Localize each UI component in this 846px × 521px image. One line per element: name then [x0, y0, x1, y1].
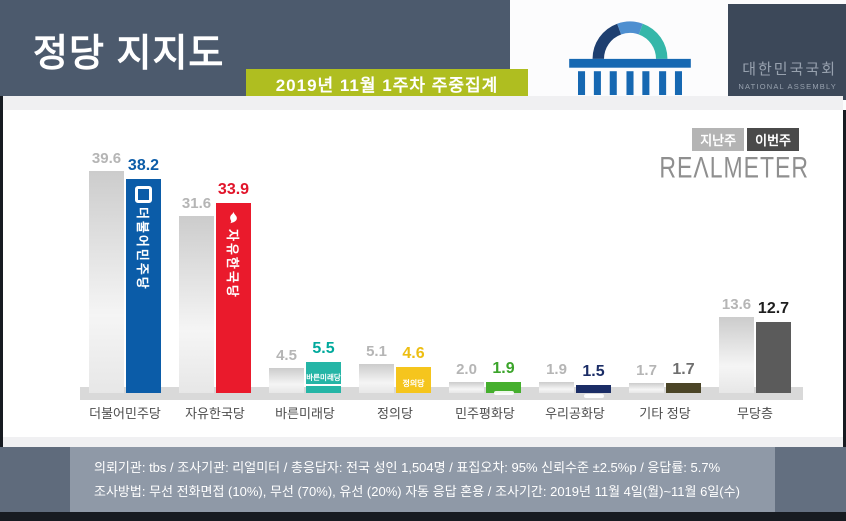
in-bar-party-name: 자유한국당 [225, 229, 240, 299]
survey-details: 의뢰기관: tbs / 조사기관: 리얼미터 / 총응답자: 전국 성인 1,5… [94, 456, 740, 504]
prev-week-bar [359, 364, 394, 393]
this-week-bar [666, 383, 701, 393]
category-group: 31.6 33.9 자유한국당 자유한국당 [170, 110, 260, 437]
prev-week-value: 39.6 [91, 150, 122, 167]
prev-week-bar [629, 383, 664, 393]
survey-details-line1: 의뢰기관: tbs / 조사기관: 리얼미터 / 총응답자: 전국 성인 1,5… [94, 460, 721, 475]
footer-right-block [775, 447, 846, 512]
category-group: 1.7 1.7 기타 정당 [620, 110, 710, 437]
in-bar-party-name: 더불어민주당 [135, 207, 150, 291]
prev-week-value: 1.7 [636, 362, 657, 379]
in-bar-party-name: 정의당 [402, 379, 425, 388]
prev-week-bar [269, 368, 304, 393]
chart-panel: 지난주 이번주 REΛLMETER 39.6 38.2 더불어민주당 더불어민주당 31… [3, 110, 843, 437]
category-label: 우리공화당 [545, 406, 605, 421]
category-group: 2.0 1.9 민주평화당 [440, 110, 530, 437]
prev-week-value: 5.1 [366, 343, 387, 360]
category-group: 13.6 12.7 무당층 [710, 110, 800, 437]
category-group: 39.6 38.2 더불어민주당 더불어민주당 [80, 110, 170, 437]
category-label: 정의당 [377, 406, 413, 421]
prev-week-bar [179, 216, 214, 393]
flame-icon [230, 211, 237, 224]
category-group: 1.9 1.5 우리공화당 [530, 110, 620, 437]
prev-week-value: 13.6 [721, 296, 752, 313]
prev-week-bar [539, 382, 574, 393]
party-logo-pill [583, 394, 604, 398]
national-assembly-icon [569, 21, 691, 110]
category-group: 4.5 5.5 바른미래당 바른미래당 [260, 110, 350, 437]
page-title: 정당 지지도 [33, 33, 225, 75]
category-label: 더불어민주당 [89, 406, 161, 421]
this-week-bar: 자유한국당 [216, 203, 251, 393]
category-group: 5.1 4.6 정의당 정의당 [350, 110, 440, 437]
prev-week-bar [449, 382, 484, 393]
this-week-bar: 더불어민주당 [126, 179, 161, 393]
party-logo-pill [493, 391, 514, 395]
assembly-name-box: 대한민국국회 NATIONAL ASSEMBLY [728, 4, 846, 100]
legend-last-week: 지난주 [692, 128, 745, 151]
this-week-bar [486, 382, 521, 395]
prev-week-value: 1.9 [546, 361, 567, 378]
this-week-value: 5.5 [312, 340, 335, 357]
assembly-logo-area: 대한민국국회 NATIONAL ASSEMBLY [510, 0, 846, 110]
this-week-value: 1.7 [672, 361, 695, 378]
category-label: 자유한국당 [185, 406, 245, 421]
this-week-bar: 바른미래당 [306, 362, 341, 393]
this-week-value: 12.7 [757, 300, 790, 317]
category-label: 무당층 [737, 406, 773, 421]
category-label: 민주평화당 [455, 406, 515, 421]
prev-week-bar [89, 171, 124, 393]
category-label: 바른미래당 [275, 406, 335, 421]
this-week-value: 1.5 [582, 363, 605, 380]
this-week-value: 4.6 [402, 345, 425, 362]
this-week-bar: 정의당 [396, 367, 431, 393]
category-label: 기타 정당 [639, 406, 691, 421]
legend: 지난주 이번주 [692, 128, 799, 151]
legend-this-week: 이번주 [747, 128, 799, 151]
prev-week-value: 31.6 [181, 195, 212, 212]
survey-details-line2: 조사방법: 무선 전화면접 (10%), 무선 (70%), 유선 (20%) … [94, 484, 740, 499]
chart-baseline [80, 387, 803, 400]
footer: 의뢰기관: tbs / 조사기관: 리얼미터 / 총응답자: 전국 성인 1,5… [0, 447, 846, 512]
assembly-name-en: NATIONAL ASSEMBLY [738, 82, 837, 91]
prev-week-value: 2.0 [456, 361, 477, 378]
prev-week-bar [719, 317, 754, 393]
assembly-name-kr: 대한민국국회 [742, 61, 837, 78]
prev-week-value: 4.5 [276, 347, 297, 364]
this-week-bar [576, 385, 611, 398]
realmeter-logo: REΛLMETER [659, 150, 809, 184]
this-week-value: 1.9 [492, 360, 515, 377]
footer-left-block [0, 447, 70, 512]
this-week-bar [756, 322, 791, 393]
minjoo-logo-icon [135, 186, 152, 203]
this-week-value: 33.9 [217, 181, 250, 198]
this-week-value: 38.2 [127, 157, 160, 174]
in-bar-party-name: 바른미래당 [306, 372, 341, 386]
